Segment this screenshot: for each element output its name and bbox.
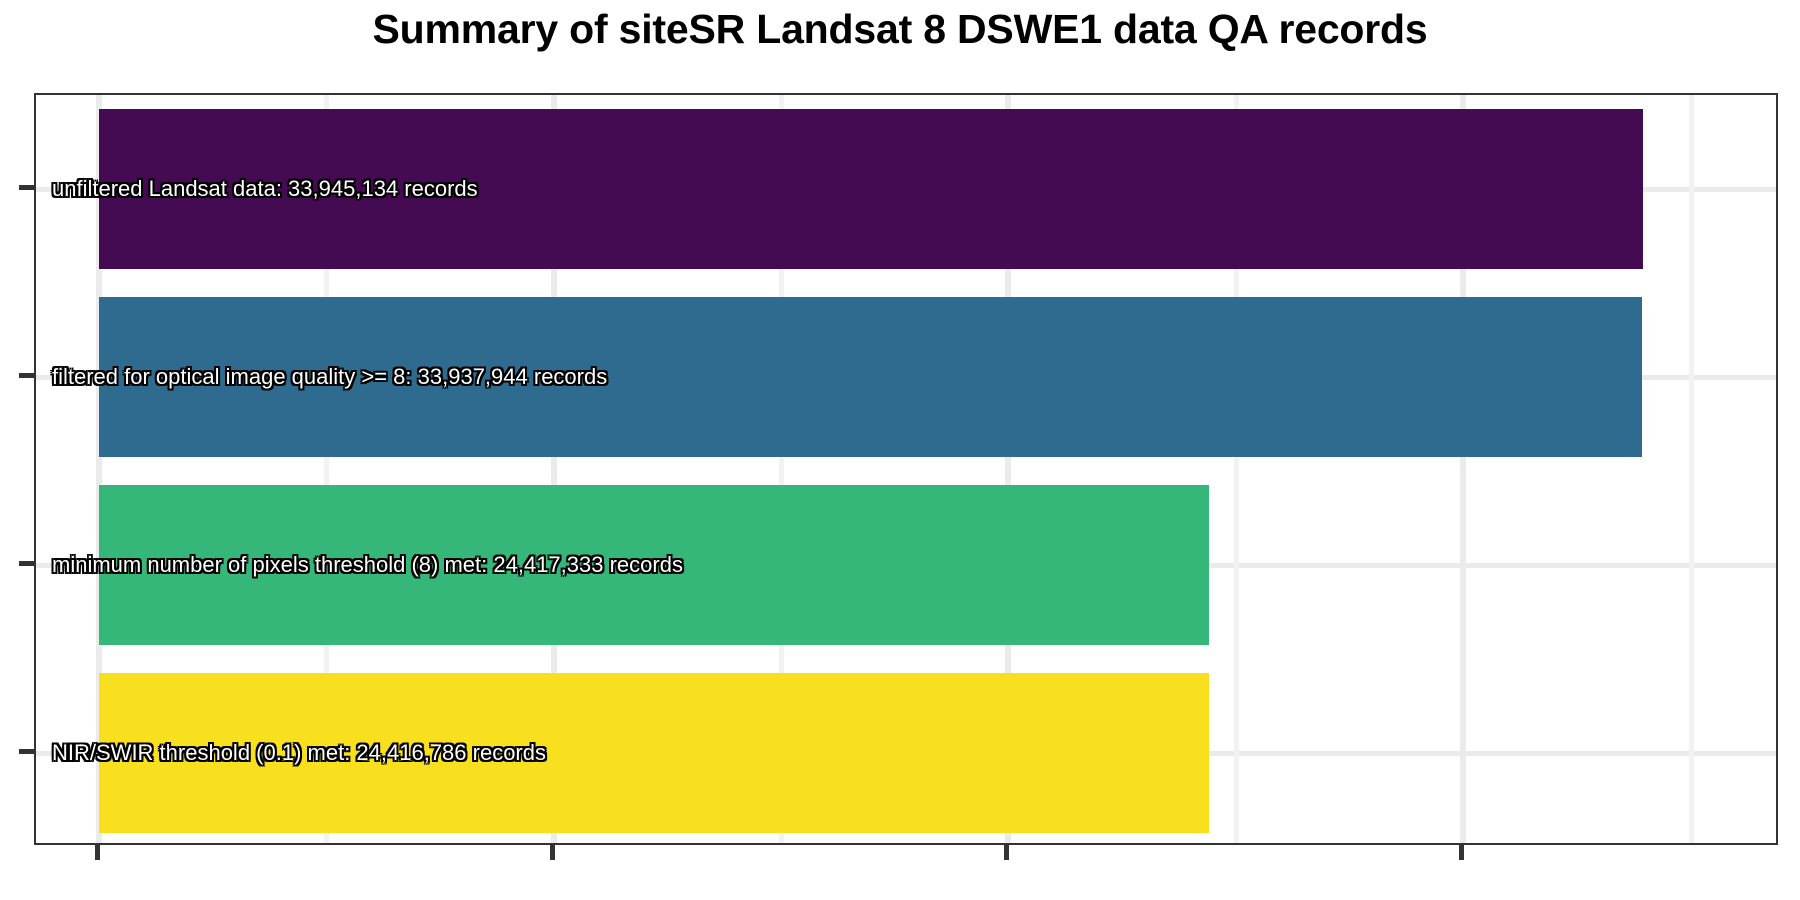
x-axis-tick — [95, 845, 100, 860]
y-axis-tick — [19, 373, 34, 378]
gridline-vertical-minor — [1233, 95, 1239, 843]
bar — [99, 485, 1210, 645]
y-axis-tick — [19, 185, 34, 190]
y-axis-tick — [19, 561, 34, 566]
chart-title: Summary of siteSR Landsat 8 DSWE1 data Q… — [372, 6, 1428, 52]
bar-value-label: minimum number of pixels threshold (8) m… — [52, 552, 683, 577]
gridline-vertical-major — [1005, 95, 1012, 843]
bar-value-label: NIR/SWIR threshold (0.1) met: 24,416,786… — [52, 740, 546, 765]
x-axis-tick — [1459, 845, 1465, 860]
gridline-vertical-major — [1460, 95, 1467, 843]
gridline-vertical-major — [96, 95, 102, 843]
gridline-vertical-minor — [1688, 95, 1694, 843]
bar-value-label: filtered for optical image quality >= 8:… — [52, 364, 608, 389]
bar-value-label: unfiltered Landsat data: 33,945,134 reco… — [52, 176, 478, 201]
y-axis-tick — [19, 749, 34, 754]
bar — [99, 297, 1643, 457]
gridline-vertical-minor — [779, 95, 785, 843]
gridline-vertical-major — [550, 95, 557, 843]
bar — [99, 109, 1643, 269]
x-axis-tick — [1004, 845, 1010, 860]
gridline-vertical-minor — [324, 95, 330, 843]
x-axis-tick — [549, 845, 555, 860]
plot-panel: unfiltered Landsat data: 33,945,134 reco… — [34, 93, 1778, 845]
plot-area: unfiltered Landsat data: 33,945,134 reco… — [36, 95, 1776, 843]
bar — [99, 673, 1210, 833]
